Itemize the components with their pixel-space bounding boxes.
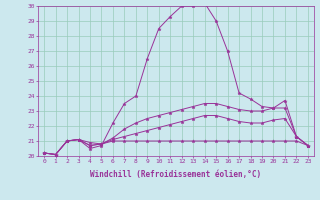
X-axis label: Windchill (Refroidissement éolien,°C): Windchill (Refroidissement éolien,°C) (91, 170, 261, 179)
